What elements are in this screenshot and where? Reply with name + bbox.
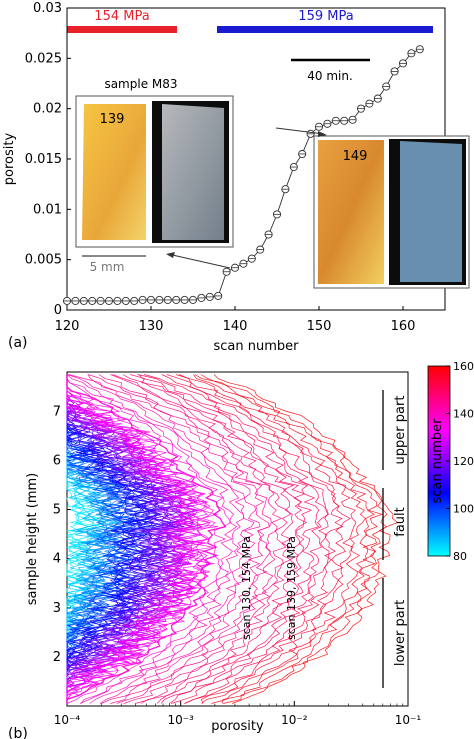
- porosity-profile: [137, 374, 329, 704]
- x-tick-label-b: 10⁻²: [281, 713, 308, 727]
- y-tick-label-a: 0.02: [33, 102, 62, 117]
- x-tick-label-a: 160: [391, 319, 416, 334]
- porosity-profile: [213, 374, 399, 704]
- colorbar-tick-label: 120: [453, 455, 474, 468]
- x-axis-label-b: porosity: [211, 719, 264, 734]
- porosity-profile: [66, 374, 197, 704]
- porosity-profile: [161, 374, 344, 704]
- y-tick-label-a: 0.025: [25, 51, 62, 66]
- porosity-profile: [87, 374, 272, 704]
- porosity-profile: [193, 374, 375, 704]
- inset-right-yellow-sample: [318, 140, 384, 284]
- x-tick-label-a: 150: [307, 319, 332, 334]
- porosity-profile: [68, 374, 261, 704]
- colorbar-label: scan number: [430, 418, 445, 504]
- y-tick-label-a: 0.005: [25, 253, 62, 268]
- panel-b-letter: (b): [8, 726, 28, 739]
- porosity-profile: [138, 374, 320, 704]
- y-tick-label-b: 4: [53, 552, 61, 567]
- porosity-profile: [200, 374, 388, 704]
- colorbar-tick-label: 100: [453, 503, 474, 516]
- y-tick-label-b: 5: [53, 503, 61, 518]
- arrow-head-right: [318, 131, 327, 137]
- porosity-profile: [144, 374, 330, 704]
- axes-b: 10⁻⁴ 10⁻³ 10⁻² 10⁻¹ 2 3 4 5 6 7 porosity sample hei…: [25, 371, 422, 734]
- porosity-profiles: [65, 374, 399, 704]
- y-tick-label-b: 7: [53, 404, 61, 419]
- y-tick-label-b: 3: [53, 601, 61, 616]
- inset-left-yellow-sample: [82, 104, 146, 240]
- stress-label-154: 154 MPa: [94, 9, 149, 24]
- inset-right-grey-sample: [400, 141, 462, 282]
- panel-a: 154 MPa 159 MPa 120 130 140 150 160 0 0.005 0.0…: [2, 1, 470, 354]
- x-tick-label-a: 120: [55, 319, 80, 334]
- y-tick-label-b: 2: [53, 650, 61, 665]
- stress-bar-159: [217, 26, 433, 33]
- stress-bar-154: [67, 26, 177, 33]
- sample-label: sample M83: [104, 77, 177, 91]
- porosity-profile: [66, 374, 238, 704]
- y-tick-label-a: 0.03: [33, 1, 62, 16]
- porosity-profile: [66, 374, 197, 704]
- porosity-profile: [130, 374, 313, 704]
- arrow-to-left-inset: [167, 253, 231, 269]
- inset-left-grey-sample: [162, 104, 224, 240]
- y-tick-label-a: 0: [54, 303, 62, 318]
- panel-b: 10⁻⁴ 10⁻³ 10⁻² 10⁻¹ 2 3 4 5 6 7 porosity sample hei…: [8, 360, 474, 739]
- porosity-profile: [66, 374, 185, 704]
- x-axis-label-a: scan number: [214, 339, 300, 354]
- x-tick-label-b: 10⁻⁴: [54, 713, 81, 727]
- annotation-scan-130: scan 130, 154 MPa: [240, 536, 253, 640]
- colorbar-ticks: 80 100 120 140 160: [446, 360, 474, 563]
- arrow-head-left: [166, 252, 175, 258]
- region-label-lower: lower part: [393, 600, 408, 666]
- arrow-to-right-inset: [275, 127, 325, 135]
- axes-a: 120 130 140 150 160 0 0.005 0.01 0.015 0.02 0.025 0…: [2, 1, 446, 354]
- porosity-profile: [66, 374, 244, 704]
- inset-left-number: 139: [100, 112, 125, 127]
- y-tick-label-a: 0.01: [33, 202, 62, 217]
- y-axis-label-b: sample height (mm): [25, 473, 40, 605]
- colorbar-tick-label: 140: [453, 408, 474, 421]
- porosity-profile: [66, 374, 216, 704]
- porosity-profile: [98, 374, 283, 704]
- porosity-profile: [175, 374, 357, 704]
- region-label-upper: upper part: [393, 396, 408, 465]
- y-tick-label-a: 0.015: [25, 152, 62, 167]
- porosity-profile: [122, 374, 308, 704]
- porosity-profile: [87, 374, 270, 704]
- length-scale-label: 5 mm: [90, 260, 125, 274]
- porosity-profile: [166, 374, 351, 704]
- panel-a-letter: (a): [8, 335, 28, 351]
- time-scale-label: 40 min.: [307, 69, 353, 83]
- porosity-profile: [112, 374, 294, 704]
- stress-label-159: 159 MPa: [298, 9, 353, 24]
- x-tick-label-b: 10⁻¹: [395, 713, 422, 727]
- porosity-profile: [66, 374, 175, 704]
- porosity-profile: [66, 374, 208, 704]
- inset-right-number: 149: [343, 149, 368, 164]
- porosity-profile: [66, 374, 163, 704]
- porosity-profile: [66, 374, 208, 704]
- x-tick-label-a: 140: [223, 319, 248, 334]
- region-label-fault: fault: [393, 507, 408, 537]
- annotation-scan-139: scan 139, 159 MPa: [285, 536, 298, 640]
- colorbar-tick-label: 80: [453, 550, 467, 563]
- x-tick-label-a: 130: [139, 319, 164, 334]
- porosity-profile: [194, 374, 383, 704]
- porosity-profile: [65, 374, 211, 704]
- colorbar-tick-label: 160: [453, 360, 474, 373]
- porosity-profile: [66, 374, 227, 704]
- porosity-profile: [178, 374, 366, 704]
- porosity-markers: [62, 45, 424, 305]
- x-tick-label-b: 10⁻³: [167, 713, 194, 727]
- y-axis-label-a: porosity: [2, 133, 17, 186]
- y-tick-label-b: 6: [53, 453, 61, 468]
